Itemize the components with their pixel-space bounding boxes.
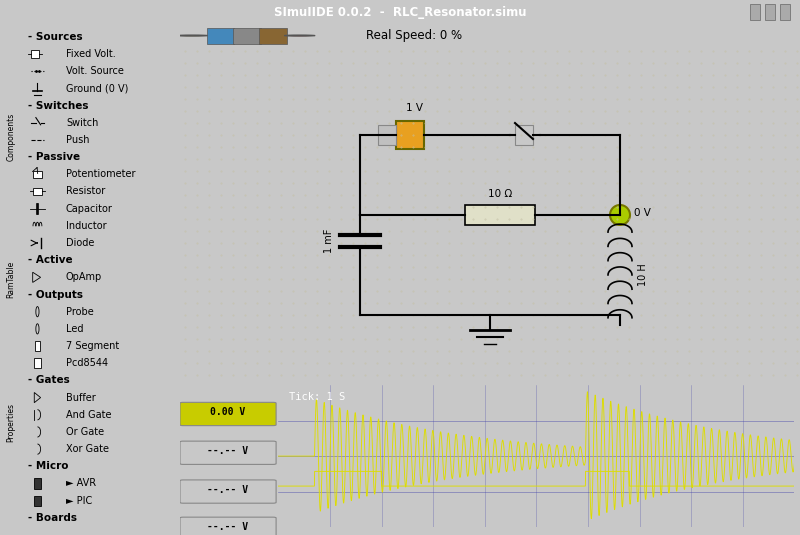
Bar xyxy=(259,27,286,44)
Text: Xor Gate: Xor Gate xyxy=(66,444,109,454)
Bar xyxy=(33,188,42,195)
FancyBboxPatch shape xyxy=(180,402,276,426)
FancyBboxPatch shape xyxy=(180,480,276,503)
Text: ► PIC: ► PIC xyxy=(66,495,92,506)
Text: Resistor: Resistor xyxy=(66,186,106,196)
Text: RamTable: RamTable xyxy=(6,261,15,298)
Text: Probe: Probe xyxy=(66,307,94,317)
FancyBboxPatch shape xyxy=(180,517,276,535)
Text: 0 V: 0 V xyxy=(634,208,651,218)
Text: 7 Segment: 7 Segment xyxy=(66,341,119,351)
Text: --.-- V: --.-- V xyxy=(207,485,248,495)
Bar xyxy=(780,4,790,20)
Text: Volt. Source: Volt. Source xyxy=(66,66,124,76)
Circle shape xyxy=(177,35,208,36)
Bar xyxy=(31,50,39,58)
Text: - Active: - Active xyxy=(28,255,73,265)
Bar xyxy=(234,27,261,44)
Text: Components: Components xyxy=(6,112,15,160)
Text: - Outputs: - Outputs xyxy=(28,289,83,300)
Bar xyxy=(34,478,41,488)
Text: OpAmp: OpAmp xyxy=(66,272,102,282)
Circle shape xyxy=(610,205,630,225)
Text: Pcd8544: Pcd8544 xyxy=(66,358,108,368)
Bar xyxy=(765,4,775,20)
Text: Tick: 1 S: Tick: 1 S xyxy=(289,392,345,402)
Text: Ground (0 V): Ground (0 V) xyxy=(66,83,128,94)
Text: SImuIIDE 0.0.2  -  RLC_Resonator.simu: SImuIIDE 0.0.2 - RLC_Resonator.simu xyxy=(274,5,526,19)
Bar xyxy=(33,171,42,178)
Bar xyxy=(34,358,41,368)
Text: - Sources: - Sources xyxy=(28,32,82,42)
Text: --.-- V: --.-- V xyxy=(207,446,248,456)
Text: - Boards: - Boards xyxy=(28,513,77,523)
Text: - Switches: - Switches xyxy=(28,101,89,111)
Text: Diode: Diode xyxy=(66,238,94,248)
Text: 1 mF: 1 mF xyxy=(324,229,334,253)
Text: Properties: Properties xyxy=(6,403,15,442)
Circle shape xyxy=(284,35,315,36)
Text: Capacitor: Capacitor xyxy=(66,204,113,213)
Text: Fixed Volt.: Fixed Volt. xyxy=(66,49,116,59)
Text: - Gates: - Gates xyxy=(28,376,70,385)
Text: Potentiometer: Potentiometer xyxy=(66,169,135,179)
Text: Or Gate: Or Gate xyxy=(66,427,104,437)
Text: 10 H: 10 H xyxy=(638,264,648,286)
Bar xyxy=(515,125,533,145)
Text: Inductor: Inductor xyxy=(66,221,106,231)
FancyBboxPatch shape xyxy=(180,441,276,464)
Text: Real Speed: 0 %: Real Speed: 0 % xyxy=(366,29,462,42)
Text: Switch: Switch xyxy=(66,118,98,128)
Text: Buffer: Buffer xyxy=(66,393,96,402)
Text: ► AVR: ► AVR xyxy=(66,478,96,488)
Bar xyxy=(750,4,760,20)
Text: 1 V: 1 V xyxy=(406,103,423,113)
Bar xyxy=(206,27,234,44)
Text: 10 Ω: 10 Ω xyxy=(488,189,512,199)
Text: --.-- V: --.-- V xyxy=(207,522,248,532)
Bar xyxy=(396,121,424,149)
Bar xyxy=(35,341,40,351)
Text: - Micro: - Micro xyxy=(28,461,69,471)
Text: Led: Led xyxy=(66,324,83,334)
Bar xyxy=(34,495,41,506)
Text: And Gate: And Gate xyxy=(66,410,111,420)
Text: - Passive: - Passive xyxy=(28,152,80,162)
Text: Push: Push xyxy=(66,135,90,145)
Text: 0.00 V: 0.00 V xyxy=(210,408,246,417)
Bar xyxy=(465,205,535,225)
Bar xyxy=(378,125,396,145)
